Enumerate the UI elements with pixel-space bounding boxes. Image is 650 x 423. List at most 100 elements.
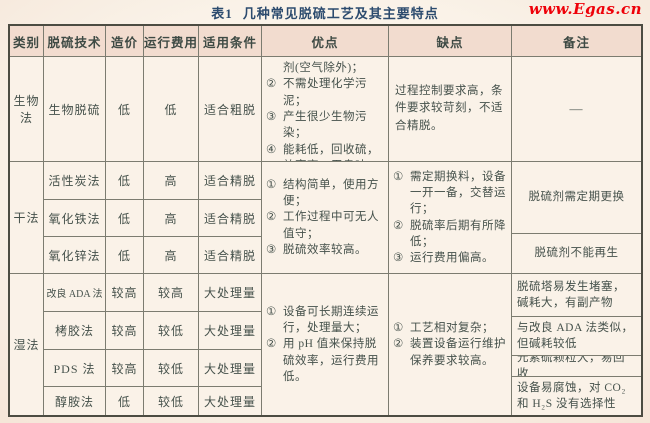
con-item: ① 工艺相对复杂；	[393, 320, 506, 336]
cell-dry-technique-0: 活性炭法	[44, 162, 106, 200]
cell-bio-note: —	[512, 57, 641, 162]
pro-item: ② 工作过程中可无人值守；	[266, 209, 383, 242]
item-number: ④	[266, 143, 277, 156]
cell-bio-cons: 过程控制要求高，条件要求较苛刻，不适合精脱。	[389, 57, 512, 162]
pro-item: ④ 能耗低，回收硫，效率高，无臭味。	[266, 142, 383, 161]
pro-item: ① 设备可长期连续运行，处理量大；	[266, 304, 383, 337]
header-cell-pros: 优点	[262, 26, 389, 57]
note-wet-0: 脱硫塔易发生堵塞，碱耗大，有副产物	[512, 274, 641, 317]
cell-wet-condition-0: 大处理量	[199, 274, 262, 312]
cell-wet-category: 湿法	[10, 274, 44, 415]
cell-bio-category: 生物法	[10, 57, 44, 162]
cell-dry-technique-2: 氧化锌法	[44, 237, 106, 274]
table-number: 表1	[211, 6, 233, 21]
cell-wet-condition-3: 大处理量	[199, 387, 262, 415]
cell-dry-opcost-0: 高	[144, 162, 199, 200]
item-text: 脱硫效率较高。	[283, 243, 367, 256]
cell-bio-opcost: 低	[144, 57, 199, 162]
cell-wet-cons: ① 工艺相对复杂； ② 装置设备运行维护保养要求较高。	[389, 274, 512, 415]
item-number: ①	[266, 178, 277, 191]
watermark-url: www.Egas.cn	[528, 0, 642, 18]
item-number: ②	[393, 338, 404, 351]
item-number: ②	[266, 211, 277, 224]
cell-dry-cost-1: 低	[106, 200, 144, 237]
header-cell-category: 类别	[10, 26, 44, 57]
cell-wet-opcost-1: 较低	[144, 312, 199, 350]
item-number: ②	[266, 338, 277, 351]
item-text: 结构简单，使用方便；	[283, 178, 379, 207]
item-text: 用 pH 值来保持脱硫效率，运行费用低。	[283, 338, 379, 383]
cell-dry-technique-1: 氧化铁法	[44, 200, 106, 237]
con-item: ① 需定期换料，设备一开一备，交替运行；	[393, 169, 506, 218]
pro-item: ③ 脱硫效率较高。	[266, 242, 383, 258]
cell-wet-technique-0: 改良 ADA 法	[44, 274, 106, 312]
note-dry-1: 脱硫剂不能再生	[534, 247, 619, 260]
item-text: 不需催化剂和氧化剂(空气除外)；	[283, 57, 379, 75]
item-number: ①	[266, 305, 277, 318]
desulfurization-table: 类别 脱硫技术 造价 运行费用 适用条件 优点 缺点 备注 生物法 生物脱硫 低…	[8, 24, 643, 417]
item-text: 需定期换料，设备一开一备，交替运行；	[410, 170, 506, 216]
header-cell-technique: 脱硫技术	[44, 26, 106, 57]
empty-note-dash: —	[569, 101, 584, 116]
item-text: 运行费用偏高。	[410, 252, 494, 265]
cell-dry-condition-2: 适合精脱	[199, 237, 262, 274]
note-wet-3: 设备易腐蚀，对 CO₂ 和 H₂S 没有选择性	[517, 381, 626, 410]
item-text: 产生很少生物污染；	[283, 111, 367, 140]
item-number: ③	[393, 252, 404, 265]
item-text: 装置设备运行维护保养要求较高。	[410, 338, 506, 367]
item-number: ①	[393, 322, 404, 334]
pro-item: ① 结构简单，使用方便；	[266, 177, 383, 210]
cell-bio-condition: 适合粗脱	[199, 57, 262, 162]
cell-dry-opcost-1: 高	[144, 200, 199, 237]
item-number: ②	[266, 78, 277, 91]
note-wet-2: 元素硫颗粒大，易回收	[512, 356, 641, 377]
table-title-text: 几种常见脱硫工艺及其主要特点	[242, 6, 439, 21]
pro-item: ② 不需处理化学污泥；	[266, 76, 383, 109]
item-text: 不需处理化学污泥；	[283, 78, 367, 107]
item-number: ①	[393, 170, 404, 183]
item-number: ②	[393, 219, 404, 232]
cell-wet-technique-1: 栲胶法	[44, 312, 106, 350]
con-item: ② 装置设备运行维护保养要求较高。	[393, 336, 506, 369]
cell-dry-condition-1: 适合精脱	[199, 200, 262, 237]
cell-wet-opcost-3: 较低	[144, 387, 199, 415]
note-dry-0: 脱硫剂需定期更换	[512, 162, 641, 234]
cell-wet-notes: 脱硫塔易发生堵塞，碱耗大，有副产物 与改良 ADA 法类似，但碱耗较低 元素硫颗…	[512, 274, 641, 415]
item-text: 工作过程中可无人值守；	[283, 211, 379, 240]
cell-bio-technique: 生物脱硫	[44, 57, 106, 162]
item-text: 工艺相对复杂；	[410, 322, 494, 334]
cell-wet-pros: ① 设备可长期连续运行，处理量大； ② 用 pH 值来保持脱硫效率，运行费用低。	[262, 274, 389, 415]
pro-item: ③ 产生很少生物污染；	[266, 109, 383, 142]
table-caption: 表1 几种常见脱硫工艺及其主要特点	[0, 3, 650, 21]
table-title: 表1 几种常见脱硫工艺及其主要特点	[211, 6, 439, 21]
cell-dry-opcost-2: 高	[144, 237, 199, 274]
cell-dry-notes: 脱硫剂需定期更换 脱硫剂不能再生	[512, 162, 641, 274]
cell-wet-technique-3: 醇胺法	[44, 387, 106, 415]
cell-dry-cost-2: 低	[106, 237, 144, 274]
item-text: 能耗低，回收硫，效率高，无臭味。	[283, 143, 379, 161]
cell-wet-cost-3: 低	[106, 387, 144, 415]
item-number: ③	[266, 111, 277, 123]
cell-dry-category: 干法	[10, 162, 44, 274]
item-text: 脱硫率后期有所降低；	[410, 219, 506, 248]
header-cell-notes: 备注	[512, 26, 641, 57]
cell-wet-opcost-2: 较低	[144, 350, 199, 387]
cell-wet-condition-2: 大处理量	[199, 350, 262, 387]
item-number: ①	[266, 57, 283, 76]
cell-dry-condition-0: 适合精脱	[199, 162, 262, 200]
cell-wet-cost-1: 较高	[106, 312, 144, 350]
cell-bio-cost: 低	[106, 57, 144, 162]
cell-wet-technique-2: PDS 法	[44, 350, 106, 387]
item-number: ③	[266, 243, 277, 256]
cell-wet-opcost-0: 较高	[144, 274, 199, 312]
cell-dry-cons: ① 需定期换料，设备一开一备，交替运行； ② 脱硫率后期有所降低； ③ 运行费用偏高。	[389, 162, 512, 274]
cell-dry-cost-0: 低	[106, 162, 144, 200]
con-item: ② 脱硫率后期有所降低；	[393, 218, 506, 251]
pro-item: ② 用 pH 值来保持脱硫效率，运行费用低。	[266, 336, 383, 385]
cell-wet-cost-0: 较高	[106, 274, 144, 312]
header-cell-cons: 缺点	[389, 26, 512, 57]
cell-wet-condition-1: 大处理量	[199, 312, 262, 350]
pro-item: ①不需催化剂和氧化剂(空气除外)；	[266, 57, 383, 76]
header-cell-cost: 造价	[106, 26, 144, 57]
